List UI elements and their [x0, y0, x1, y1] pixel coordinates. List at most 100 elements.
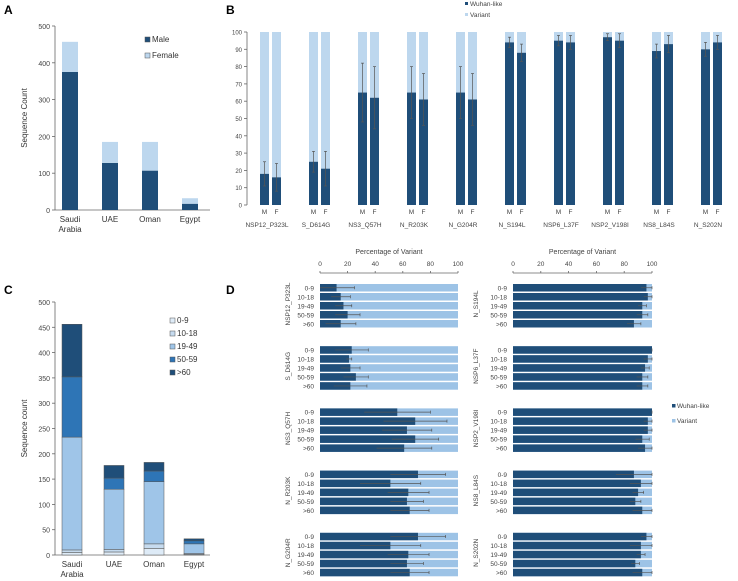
wuhan-bar: [517, 52, 526, 206]
age-label: 10-18: [490, 356, 507, 363]
age-label: 19-49: [490, 365, 507, 372]
mutation-label: NSP6_L37F: [543, 222, 578, 229]
legend-swatch: [169, 317, 176, 324]
variant-bar: [468, 32, 477, 100]
legend-label: 0-9: [177, 316, 189, 325]
age-label: 10-18: [490, 481, 507, 488]
wuhan-bar: [513, 373, 643, 381]
sex-label: F: [618, 209, 622, 216]
y-tick-label: 100: [38, 502, 50, 509]
bar-segment: [183, 538, 205, 542]
wuhan-bar: [320, 364, 351, 372]
age-label: >60: [303, 383, 314, 390]
y-tick-label: 200: [38, 134, 50, 141]
age-label: 10-18: [297, 356, 314, 363]
x-category-label: Saudi: [62, 560, 83, 569]
x-category-label: Oman: [143, 560, 165, 569]
wuhan-bar: [554, 40, 563, 206]
legend-swatch: [144, 52, 151, 59]
variant-bar: [517, 32, 526, 53]
wuhan-bar: [513, 293, 648, 301]
wuhan-bar: [468, 99, 477, 205]
wuhan-bar: [320, 444, 405, 452]
variant-bar: [320, 284, 458, 292]
legend-label: 50-59: [177, 355, 198, 364]
legend-label: Variant: [677, 418, 697, 425]
wuhan-bar: [513, 320, 634, 328]
panel-letter-b: B: [226, 3, 235, 17]
panel-letter-c: C: [4, 283, 13, 297]
mutation-label: S_D614G: [285, 352, 292, 381]
age-label: 19-49: [297, 428, 314, 435]
x-tick-label: 100: [647, 261, 658, 268]
age-label: >60: [303, 321, 314, 328]
variant-bar: [320, 346, 458, 354]
age-label: 50-59: [490, 437, 507, 444]
y-tick-label: 20: [235, 169, 242, 175]
y-tick-label: 400: [38, 351, 50, 358]
bar-segment: [61, 549, 83, 553]
x-category-label: Arabia: [58, 225, 82, 234]
x-tick-label: 40: [565, 261, 573, 268]
x-tick-label: 0: [318, 261, 322, 268]
age-label: 10-18: [297, 543, 314, 550]
wuhan-bar: [320, 311, 348, 319]
variant-bar: [309, 32, 318, 162]
y-tick-label: 30: [235, 152, 242, 158]
sex-label: M: [605, 209, 610, 216]
bar-segment: [103, 477, 125, 490]
age-label: 0-9: [498, 472, 508, 479]
variant-bar: [370, 32, 379, 98]
variant-bar: [320, 382, 458, 390]
age-label: 10-18: [297, 481, 314, 488]
sex-label: F: [520, 209, 524, 216]
y-tick-label: 50: [42, 528, 50, 535]
y-tick-label: 300: [38, 98, 50, 105]
x-tick-label: 100: [453, 261, 464, 268]
age-label: >60: [496, 383, 507, 390]
bar-segment: [61, 324, 83, 378]
variant-bar: [320, 355, 458, 363]
wuhan-bar: [320, 541, 391, 550]
wuhan-bar: [513, 355, 648, 363]
age-label: 50-59: [490, 374, 507, 381]
age-label: 0-9: [305, 347, 315, 354]
bar-segment: [143, 481, 165, 545]
age-label: 10-18: [490, 419, 507, 426]
wuhan-bar: [320, 408, 398, 416]
y-tick-label: 60: [235, 100, 242, 106]
wuhan-bar: [513, 470, 634, 479]
wuhan-bar: [321, 168, 330, 205]
panel-c-chart: 0 50 100 150 200 250 300 350 400 450 500 Sequence c…: [20, 300, 210, 579]
panel-letter-d: D: [226, 283, 235, 297]
bar-segment: [143, 470, 165, 482]
sex-label: M: [262, 209, 267, 216]
y-tick-label: 0: [46, 553, 50, 560]
wuhan-bar: [513, 284, 647, 292]
y-tick-label: 80: [235, 65, 242, 71]
mutation-label: NSP6_L37F: [473, 348, 480, 383]
age-label: >60: [303, 446, 314, 453]
wuhan-bar: [320, 355, 349, 363]
age-label: 19-49: [297, 365, 314, 372]
age-label: 0-9: [305, 472, 315, 479]
x-tick-label: 60: [593, 261, 601, 268]
sex-label: F: [275, 209, 279, 216]
sex-label: F: [667, 209, 671, 216]
sex-label: F: [373, 209, 377, 216]
legend-swatch: [672, 419, 676, 423]
wuhan-bar: [320, 497, 407, 506]
y-tick-label: 0: [46, 208, 50, 215]
variant-bar: [320, 302, 458, 310]
variant-bar: [272, 32, 281, 178]
mutation-label: N_S202N: [694, 222, 722, 229]
y-tick-label: 500: [38, 24, 50, 31]
wuhan-bar: [513, 408, 652, 416]
wuhan-bar: [566, 42, 575, 205]
age-label: 0-9: [305, 534, 315, 541]
y-tick-label: 90: [235, 48, 242, 54]
age-label: >60: [303, 508, 314, 515]
age-label: >60: [496, 446, 507, 453]
sex-label: M: [507, 209, 512, 216]
age-label: 50-59: [297, 437, 314, 444]
